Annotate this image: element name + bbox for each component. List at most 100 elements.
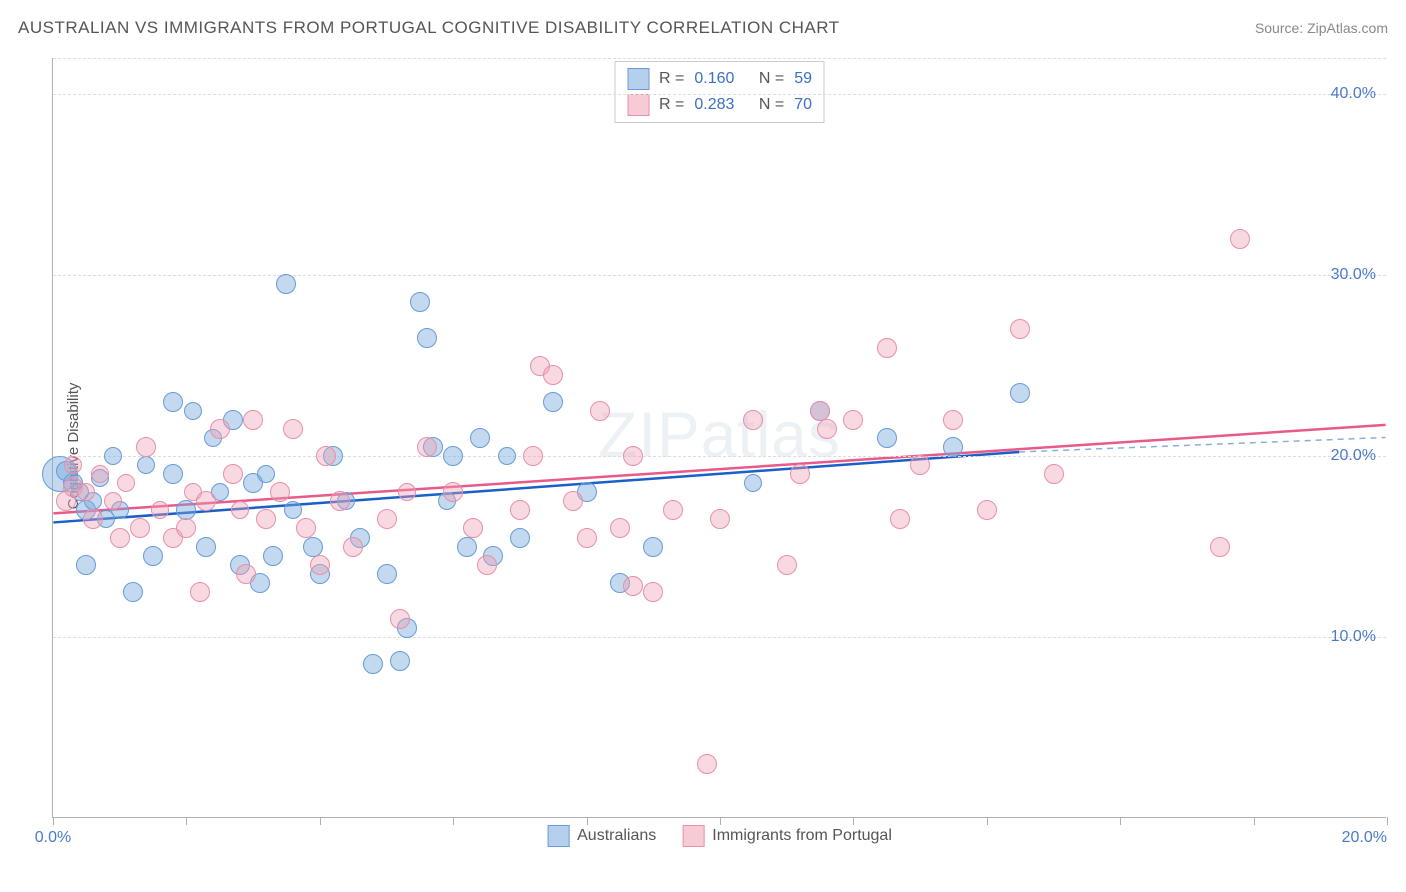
scatter-point bbox=[890, 509, 910, 529]
gridline bbox=[53, 637, 1386, 638]
scatter-point bbox=[523, 446, 543, 466]
chart-header: AUSTRALIAN VS IMMIGRANTS FROM PORTUGAL C… bbox=[18, 18, 1388, 38]
scatter-point bbox=[777, 555, 797, 575]
r-value-australians: 0.160 bbox=[694, 70, 734, 88]
n-label: N = bbox=[759, 70, 784, 88]
scatter-point bbox=[151, 501, 169, 519]
y-tick-label: 30.0% bbox=[1331, 266, 1376, 284]
scatter-point bbox=[163, 392, 183, 412]
scatter-point bbox=[184, 402, 202, 420]
chart-title: AUSTRALIAN VS IMMIGRANTS FROM PORTUGAL C… bbox=[18, 18, 840, 38]
series-legend: Australians Immigrants from Portugal bbox=[547, 825, 892, 847]
scatter-point bbox=[377, 509, 397, 529]
y-tick-label: 40.0% bbox=[1331, 85, 1376, 103]
scatter-point bbox=[136, 437, 156, 457]
scatter-point bbox=[443, 482, 463, 502]
scatter-point bbox=[303, 537, 323, 557]
swatch-pink-icon bbox=[627, 94, 649, 116]
scatter-point bbox=[843, 410, 863, 430]
scatter-point bbox=[76, 555, 96, 575]
scatter-point bbox=[623, 576, 643, 596]
scatter-point bbox=[417, 437, 437, 457]
scatter-point bbox=[817, 419, 837, 439]
trend-lines-svg bbox=[53, 58, 1386, 817]
scatter-point bbox=[443, 446, 463, 466]
swatch-blue-icon bbox=[627, 68, 649, 90]
scatter-point bbox=[643, 537, 663, 557]
scatter-point bbox=[390, 651, 410, 671]
x-tick bbox=[720, 817, 721, 825]
scatter-point bbox=[477, 555, 497, 575]
y-tick-label: 20.0% bbox=[1331, 447, 1376, 465]
x-tick bbox=[53, 817, 54, 825]
legend-label: Immigrants from Portugal bbox=[712, 827, 892, 845]
scatter-point bbox=[276, 274, 296, 294]
gridline bbox=[53, 275, 1386, 276]
scatter-point bbox=[543, 365, 563, 385]
gridline bbox=[53, 456, 1386, 457]
x-tick-label: 20.0% bbox=[1342, 829, 1387, 847]
n-value-portugal: 70 bbox=[794, 96, 812, 114]
scatter-point bbox=[91, 465, 109, 483]
scatter-point bbox=[1010, 319, 1030, 339]
scatter-point bbox=[330, 491, 350, 511]
scatter-point bbox=[543, 392, 563, 412]
scatter-point bbox=[563, 491, 583, 511]
scatter-point bbox=[710, 509, 730, 529]
scatter-point bbox=[163, 464, 183, 484]
x-tick bbox=[320, 817, 321, 825]
x-tick bbox=[987, 817, 988, 825]
correlation-legend: R = 0.160 N = 59 R = 0.283 N = 70 bbox=[614, 61, 825, 123]
scatter-point bbox=[790, 464, 810, 484]
scatter-point bbox=[343, 537, 363, 557]
scatter-point bbox=[390, 609, 410, 629]
scatter-point bbox=[190, 582, 210, 602]
scatter-point bbox=[1230, 229, 1250, 249]
scatter-point bbox=[196, 491, 216, 511]
scatter-point bbox=[210, 419, 230, 439]
scatter-point bbox=[510, 528, 530, 548]
scatter-point bbox=[110, 528, 130, 548]
scatter-point bbox=[810, 401, 830, 421]
r-label: R = bbox=[659, 70, 684, 88]
scatter-point bbox=[877, 428, 897, 448]
n-label: N = bbox=[759, 96, 784, 114]
scatter-point bbox=[196, 537, 216, 557]
scatter-point bbox=[263, 546, 283, 566]
scatter-point bbox=[104, 447, 122, 465]
source-prefix: Source: bbox=[1255, 20, 1307, 36]
scatter-point bbox=[256, 509, 276, 529]
source-attribution: Source: ZipAtlas.com bbox=[1255, 20, 1388, 36]
scatter-point bbox=[363, 654, 383, 674]
scatter-point bbox=[117, 474, 135, 492]
source-name: ZipAtlas.com bbox=[1307, 20, 1388, 36]
scatter-point bbox=[270, 482, 290, 502]
scatter-point bbox=[697, 754, 717, 774]
scatter-point bbox=[1044, 464, 1064, 484]
scatter-point bbox=[231, 501, 249, 519]
scatter-point bbox=[410, 292, 430, 312]
scatter-point bbox=[1010, 383, 1030, 403]
scatter-point bbox=[243, 410, 263, 430]
scatter-point bbox=[417, 328, 437, 348]
legend-row-australians: R = 0.160 N = 59 bbox=[627, 66, 812, 92]
scatter-point bbox=[498, 447, 516, 465]
scatter-point bbox=[977, 500, 997, 520]
scatter-point bbox=[943, 410, 963, 430]
scatter-point bbox=[123, 582, 143, 602]
scatter-point bbox=[83, 509, 103, 529]
scatter-point bbox=[137, 456, 155, 474]
legend-row-portugal: R = 0.283 N = 70 bbox=[627, 92, 812, 118]
scatter-point bbox=[943, 437, 963, 457]
scatter-point bbox=[223, 464, 243, 484]
scatter-point bbox=[310, 555, 330, 575]
scatter-point bbox=[130, 518, 150, 538]
scatter-point bbox=[176, 500, 196, 520]
gridline bbox=[53, 58, 1386, 59]
scatter-point bbox=[296, 518, 316, 538]
scatter-point bbox=[470, 428, 490, 448]
scatter-point bbox=[910, 455, 930, 475]
swatch-blue-icon bbox=[547, 825, 569, 847]
scatter-point bbox=[284, 501, 302, 519]
scatter-point bbox=[590, 401, 610, 421]
